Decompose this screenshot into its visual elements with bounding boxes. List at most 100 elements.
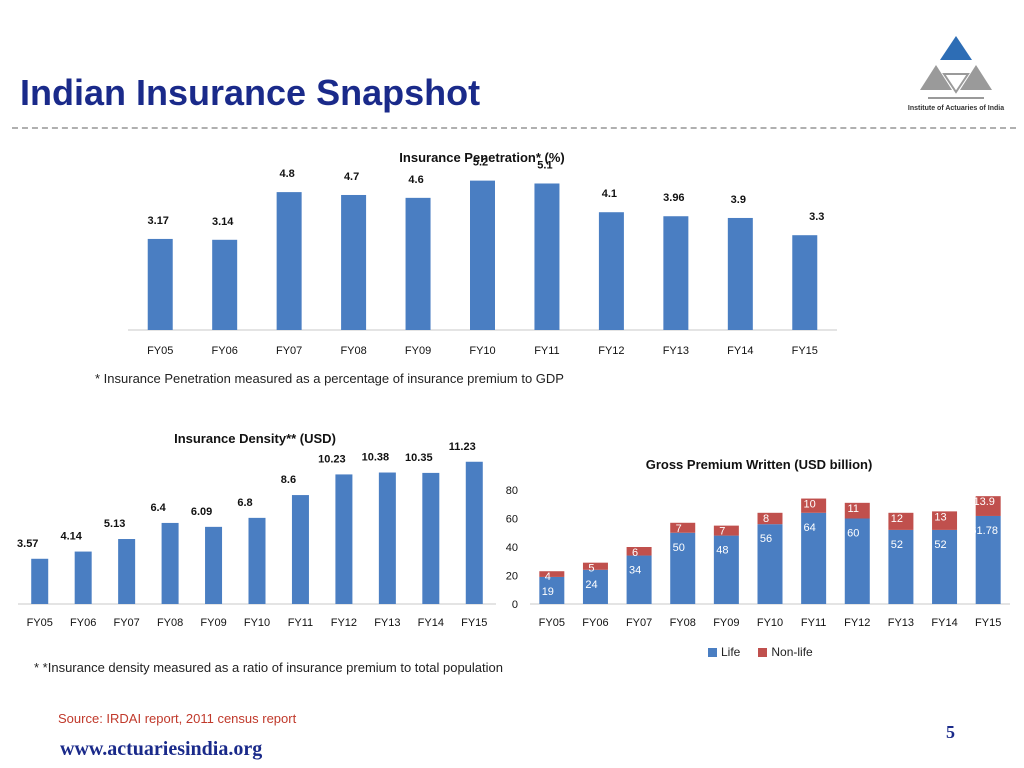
gpw-life-bar xyxy=(539,576,565,604)
logo-text: Institute of Actuaries of India xyxy=(907,105,1005,112)
density-bar xyxy=(118,539,136,604)
density-tick-label: FY12 xyxy=(331,617,357,629)
density-tick-label: FY07 xyxy=(113,617,139,629)
gpw-nonlife-bar xyxy=(582,562,608,570)
penetration-tick-label: FY10 xyxy=(469,345,495,357)
gpw-y-tick-label: 20 xyxy=(506,571,518,583)
gpw-tick-label: FY13 xyxy=(888,617,914,629)
gpw-life-bar xyxy=(888,529,914,604)
penetration-data-label: 5.1 xyxy=(537,159,552,171)
gpw-tick-label: FY09 xyxy=(713,617,739,629)
gpw-life-label: 48 xyxy=(716,545,728,557)
logo-triangles-icon xyxy=(920,36,992,99)
gpw-nonlife-bar xyxy=(975,496,1001,516)
density-data-label: 11.23 xyxy=(449,441,476,453)
gpw-y-tick-label: 0 xyxy=(512,599,518,611)
penetration-data-label: 3.9 xyxy=(731,194,746,206)
gpw-tick-label: FY05 xyxy=(539,617,565,629)
penetration-tick-label: FY06 xyxy=(212,345,238,357)
penetration-bar xyxy=(405,197,431,330)
gpw-nonlife-label: 5 xyxy=(588,563,594,575)
gpw-nonlife-bar xyxy=(844,502,870,519)
gpw-life-bar xyxy=(801,512,827,604)
gpw-tick-label: FY08 xyxy=(670,617,696,629)
gpw-tick-label: FY15 xyxy=(975,617,1001,629)
gpw-life-bar xyxy=(670,532,696,604)
density-bar xyxy=(422,472,440,604)
penetration-data-label: 4.7 xyxy=(344,171,359,183)
gpw-life-bar xyxy=(626,555,652,604)
density-bar xyxy=(248,517,266,604)
penetration-tick-label: FY13 xyxy=(663,345,689,357)
gpw-life-label: 24 xyxy=(585,579,597,591)
density-bar xyxy=(74,551,92,604)
gpw-y-tick-label: 60 xyxy=(506,514,518,526)
penetration-tick-label: FY12 xyxy=(598,345,624,357)
gpw-tick-label: FY11 xyxy=(801,617,826,629)
density-data-label: 6.09 xyxy=(191,506,212,518)
gpw-legend: Life Non-life xyxy=(708,645,813,659)
penetration-bar xyxy=(212,239,238,330)
density-data-label: 4.14 xyxy=(60,531,82,543)
website-link[interactable]: www.actuariesindia.org xyxy=(60,738,263,760)
gpw-life-label: 52 xyxy=(934,539,946,551)
penetration-tick-label: FY07 xyxy=(276,345,302,357)
density-data-label: 6.4 xyxy=(150,502,166,514)
penetration-bar xyxy=(598,212,624,330)
penetration-bar xyxy=(341,194,367,330)
gpw-nonlife-label: 8 xyxy=(763,513,769,525)
density-bar xyxy=(465,461,483,604)
density-bar xyxy=(335,474,353,604)
penetration-chart-title: Insurance Penetration* (%) xyxy=(399,150,564,165)
gpw-nonlife-bar xyxy=(757,512,783,525)
gpw-life-bar xyxy=(932,529,958,604)
gpw-life-bar xyxy=(582,569,608,604)
title-divider xyxy=(12,127,1016,129)
gpw-chart-title: Gross Premium Written (USD billion) xyxy=(646,457,873,472)
density-data-label: 5.13 xyxy=(104,518,125,530)
density-data-label: 10.35 xyxy=(405,452,433,464)
gpw-life-bar xyxy=(713,535,739,604)
gpw-nonlife-label: 6 xyxy=(632,547,638,559)
density-tick-label: FY14 xyxy=(418,617,444,629)
page-number: 5 xyxy=(946,722,955,742)
penetration-data-label: 4.1 xyxy=(602,188,617,200)
iai-logo: Institute of Actuaries of India xyxy=(900,32,1012,122)
density-data-label: 6.8 xyxy=(237,497,252,509)
density-bar xyxy=(31,558,49,604)
penetration-bar xyxy=(470,180,495,330)
penetration-tick-label: FY15 xyxy=(792,345,818,357)
density-bar xyxy=(378,472,396,604)
penetration-tick-label: FY08 xyxy=(340,345,366,357)
gpw-tick-label: FY06 xyxy=(582,617,608,629)
density-data-label: 10.38 xyxy=(362,452,390,464)
gpw-nonlife-bar xyxy=(626,547,652,556)
gpw-nonlife-bar xyxy=(670,522,696,533)
penetration-bar xyxy=(792,235,818,330)
gpw-life-label: 60 xyxy=(847,528,859,540)
source-note: Source: IRDAI report, 2011 census report xyxy=(58,711,297,726)
density-chart-title: Insurance Density** (USD) xyxy=(174,431,336,446)
gpw-life-label: 34 xyxy=(629,565,641,577)
penetration-tick-label: FY09 xyxy=(405,345,431,357)
gpw-nonlife-label: 7 xyxy=(676,523,682,535)
gpw-nonlife-label: 11 xyxy=(848,503,859,515)
density-tick-label: FY11 xyxy=(288,617,313,629)
gpw-nonlife-label: 13 xyxy=(934,511,946,523)
penetration-data-label: 3.3 xyxy=(809,211,824,223)
density-tick-label: FY05 xyxy=(27,617,53,629)
penetration-data-label: 3.96 xyxy=(663,192,684,204)
gpw-life-bar xyxy=(757,524,783,604)
gpw-tick-label: FY10 xyxy=(757,617,783,629)
penetration-tick-label: FY14 xyxy=(727,345,753,357)
page-title: Indian Insurance Snapshot xyxy=(20,72,481,113)
legend-life-swatch xyxy=(708,647,717,657)
density-tick-label: FY15 xyxy=(461,617,487,629)
penetration-tick-label: FY11 xyxy=(534,345,559,357)
gpw-nonlife-bar xyxy=(888,512,914,530)
density-tick-label: FY08 xyxy=(157,617,183,629)
gpw-tick-label: FY07 xyxy=(626,617,652,629)
